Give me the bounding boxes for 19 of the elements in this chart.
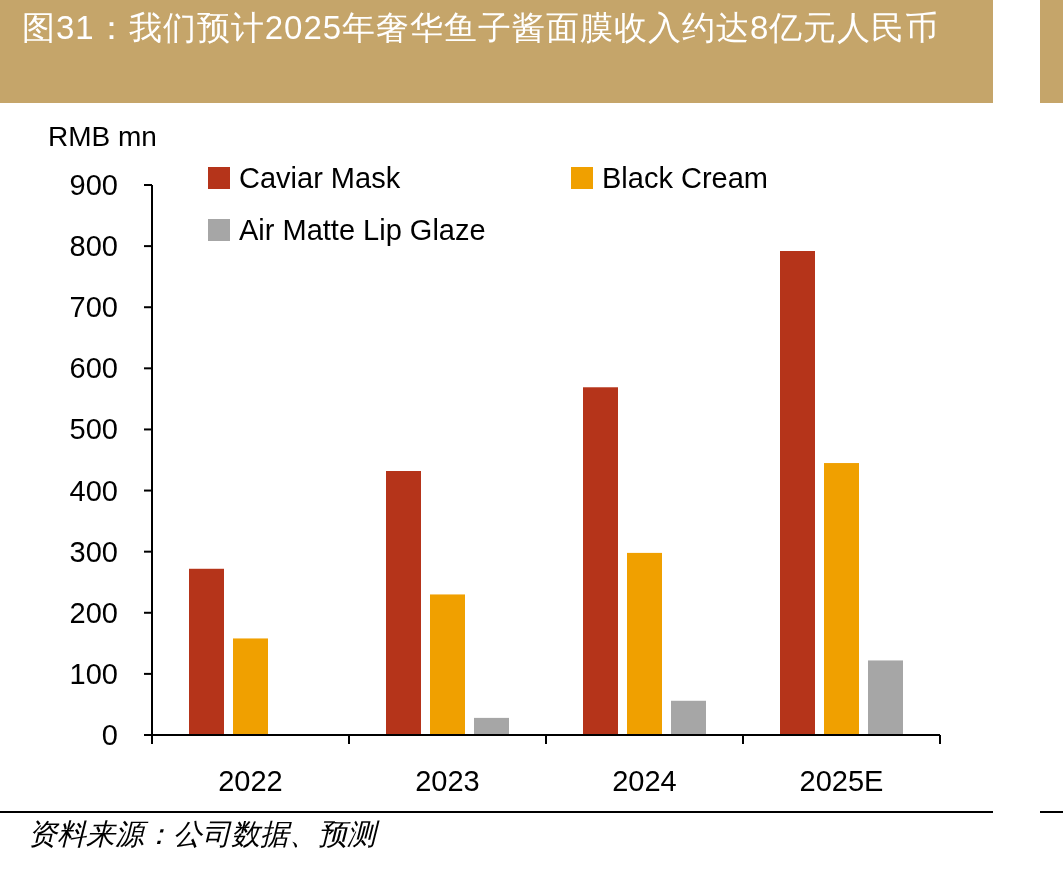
y-tick-label: 400 bbox=[69, 474, 118, 507]
chart-title: 图31：我们预计2025年奢华鱼子酱面膜收入约达8亿元人民币 bbox=[0, 0, 993, 103]
y-tick-label: 600 bbox=[69, 352, 118, 385]
y-tick-label: 500 bbox=[69, 413, 118, 446]
y-tick-label: 700 bbox=[69, 291, 118, 324]
x-tick-label: 2022 bbox=[218, 765, 283, 797]
legend-label: Black Cream bbox=[602, 162, 768, 194]
x-tick-label: 2024 bbox=[612, 765, 677, 797]
legend-label: Air Matte Lip Glaze bbox=[239, 214, 486, 246]
y-tick-label: 100 bbox=[69, 657, 118, 690]
x-tick-label: 2025E bbox=[799, 765, 884, 797]
y-tick-label: 300 bbox=[69, 535, 118, 568]
y-tick-label: 900 bbox=[69, 169, 118, 201]
legend-label: Caviar Mask bbox=[239, 162, 401, 194]
x-tick-label: 2023 bbox=[415, 765, 480, 797]
y-tick-label: 0 bbox=[101, 719, 118, 751]
y-tick-label: 200 bbox=[69, 596, 118, 629]
y-axis-title: RMB mn bbox=[48, 121, 157, 152]
y-tick-label: 800 bbox=[69, 230, 118, 263]
